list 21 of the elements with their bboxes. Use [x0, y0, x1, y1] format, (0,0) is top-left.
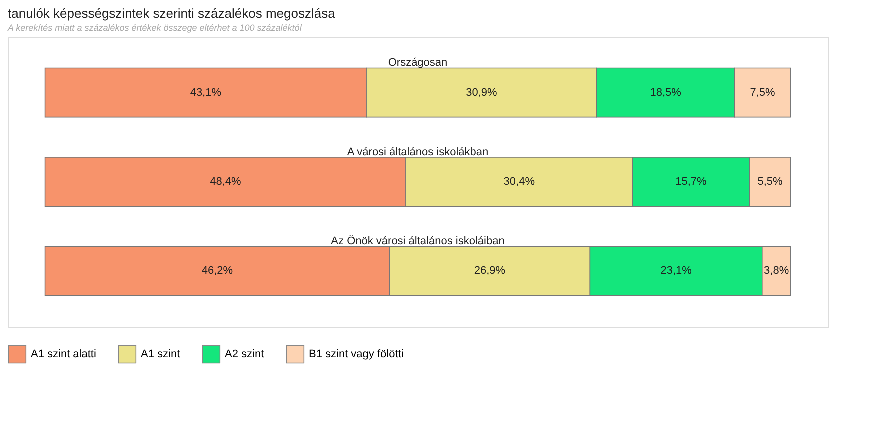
data-label: 43,1% [190, 86, 222, 99]
legend-label: B1 szint vagy fölötti [309, 348, 404, 361]
legend-label: A2 szint [225, 348, 264, 361]
chart-title: tanulók képességszintek szerinti százalékos megoszlása [8, 6, 336, 21]
data-label: 18,5% [650, 86, 682, 99]
legend-label: A1 szint alatti [31, 348, 96, 361]
data-label: 30,4% [504, 176, 536, 188]
data-label: 7,5% [750, 86, 776, 99]
y-tick-label: Az Önök városi általános iskoláiban [331, 234, 505, 248]
data-label: 46,2% [202, 265, 234, 278]
data-label: 26,9% [474, 265, 506, 278]
data-label: 23,1% [660, 265, 692, 278]
y-tick-label: Országosan [388, 57, 448, 70]
data-label: 15,7% [676, 176, 708, 188]
data-label: 30,9% [466, 86, 498, 99]
data-label: 5,5% [758, 176, 783, 188]
data-label: 3,8% [764, 265, 790, 278]
y-tick-label: A városi általános iskolákban [347, 146, 489, 158]
text: A kerekítés miatt a százalékos értékek összege eltérhet a 100 százaléktól [7, 23, 303, 33]
legend-label: A1 szint [141, 348, 180, 361]
data-label: 48,4% [210, 176, 242, 188]
